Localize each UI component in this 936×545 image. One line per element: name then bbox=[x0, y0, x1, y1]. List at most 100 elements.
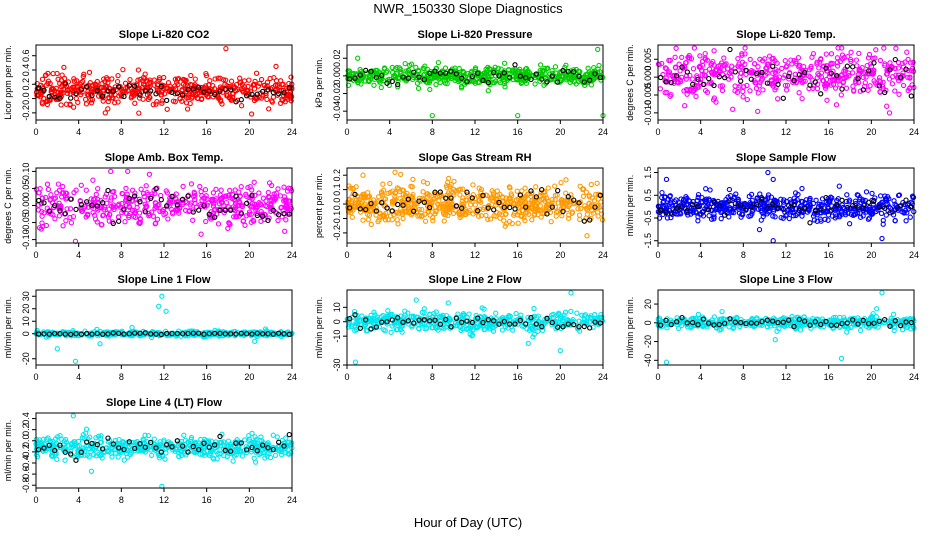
x-tick-label: 4 bbox=[387, 372, 392, 382]
data-point bbox=[893, 58, 897, 62]
data-point bbox=[659, 75, 663, 79]
data-point bbox=[160, 294, 164, 298]
x-tick-label: 4 bbox=[387, 127, 392, 137]
data-point bbox=[756, 109, 760, 113]
data-point bbox=[756, 65, 760, 69]
data-point bbox=[595, 181, 599, 185]
data-point bbox=[181, 184, 185, 188]
data-point bbox=[128, 78, 132, 82]
x-tick-label: 0 bbox=[33, 372, 38, 382]
data-point bbox=[452, 179, 456, 183]
x-tick-label: 16 bbox=[513, 250, 523, 260]
x-tick-label: 0 bbox=[655, 250, 660, 260]
data-point bbox=[904, 198, 908, 202]
data-point bbox=[854, 58, 858, 62]
data-point bbox=[523, 186, 527, 190]
data-point bbox=[539, 63, 543, 67]
data-point bbox=[447, 176, 451, 180]
panel-title: Slope Li-820 Temp. bbox=[736, 29, 835, 41]
y-axis: -0.10-0.050.000.050.10 bbox=[21, 163, 36, 250]
data-point bbox=[61, 224, 65, 228]
data-point bbox=[189, 73, 193, 77]
data-point bbox=[683, 104, 687, 108]
x-tick-label: 8 bbox=[741, 250, 746, 260]
data-point bbox=[576, 207, 580, 211]
data-point bbox=[849, 50, 853, 54]
data-point bbox=[536, 329, 540, 333]
x-tick-label: 8 bbox=[741, 127, 746, 137]
data-point bbox=[211, 191, 215, 195]
y-tick-label: -10 bbox=[332, 330, 342, 343]
y-tick-label: 0.0 bbox=[21, 92, 31, 105]
data-point bbox=[98, 342, 102, 346]
data-point bbox=[578, 213, 582, 217]
data-point bbox=[515, 189, 519, 193]
data-point bbox=[261, 196, 265, 200]
data-point bbox=[137, 111, 141, 115]
data-point bbox=[60, 73, 64, 77]
data-point bbox=[851, 84, 855, 88]
data-point bbox=[730, 64, 734, 68]
data-point bbox=[558, 349, 562, 353]
panel-title: Slope Li-820 CO2 bbox=[119, 29, 209, 41]
y-tick-label: 0.6 bbox=[21, 49, 31, 62]
data-point bbox=[87, 70, 91, 74]
data-points bbox=[34, 169, 293, 243]
x-tick-label: 0 bbox=[33, 250, 38, 260]
data-points bbox=[345, 291, 604, 364]
data-point bbox=[844, 86, 848, 90]
data-point bbox=[673, 55, 677, 59]
data-point bbox=[703, 52, 707, 56]
panel-title: Slope Li-820 Pressure bbox=[418, 29, 533, 41]
y-tick-label: -0.05 bbox=[21, 212, 31, 233]
y-tick-label: 0.00 bbox=[21, 197, 31, 215]
data-point bbox=[40, 214, 44, 218]
data-point bbox=[106, 188, 110, 192]
data-point bbox=[479, 214, 483, 218]
data-point bbox=[800, 186, 804, 190]
data-point bbox=[748, 89, 752, 93]
x-tick-label: 16 bbox=[824, 127, 834, 137]
data-point bbox=[698, 54, 702, 58]
y-axis: -0.20.00.20.40.6 bbox=[21, 49, 36, 120]
x-tick-label: 12 bbox=[781, 127, 791, 137]
data-point bbox=[164, 309, 168, 313]
data-point bbox=[130, 325, 134, 329]
data-point bbox=[745, 98, 749, 102]
x-tick-label: 16 bbox=[202, 372, 212, 382]
data-point bbox=[553, 65, 557, 69]
data-point bbox=[771, 239, 775, 243]
x-tick-label: 0 bbox=[344, 250, 349, 260]
data-points bbox=[656, 170, 916, 242]
x-tick-label: 24 bbox=[287, 372, 297, 382]
data-point bbox=[839, 93, 843, 97]
data-point bbox=[585, 234, 589, 238]
data-point bbox=[372, 83, 376, 87]
data-point bbox=[696, 193, 700, 197]
data-point bbox=[845, 330, 849, 334]
data-point bbox=[361, 173, 365, 177]
x-tick-label: 4 bbox=[387, 250, 392, 260]
x-tick-label: 16 bbox=[513, 372, 523, 382]
data-point bbox=[488, 217, 492, 221]
data-point bbox=[743, 46, 747, 50]
data-point bbox=[840, 198, 844, 202]
data-point bbox=[484, 213, 488, 217]
y-tick-label: 10 bbox=[21, 316, 31, 326]
y-tick-label: 0.005 bbox=[643, 48, 653, 71]
data-point bbox=[553, 184, 557, 188]
data-point bbox=[674, 46, 678, 50]
data-point bbox=[46, 187, 50, 191]
data-point bbox=[381, 182, 385, 186]
y-axis-label: ml/min per min. bbox=[625, 175, 635, 237]
data-point bbox=[471, 183, 475, 187]
data-point bbox=[224, 47, 228, 51]
y-tick-label: 1.5 bbox=[643, 166, 653, 179]
